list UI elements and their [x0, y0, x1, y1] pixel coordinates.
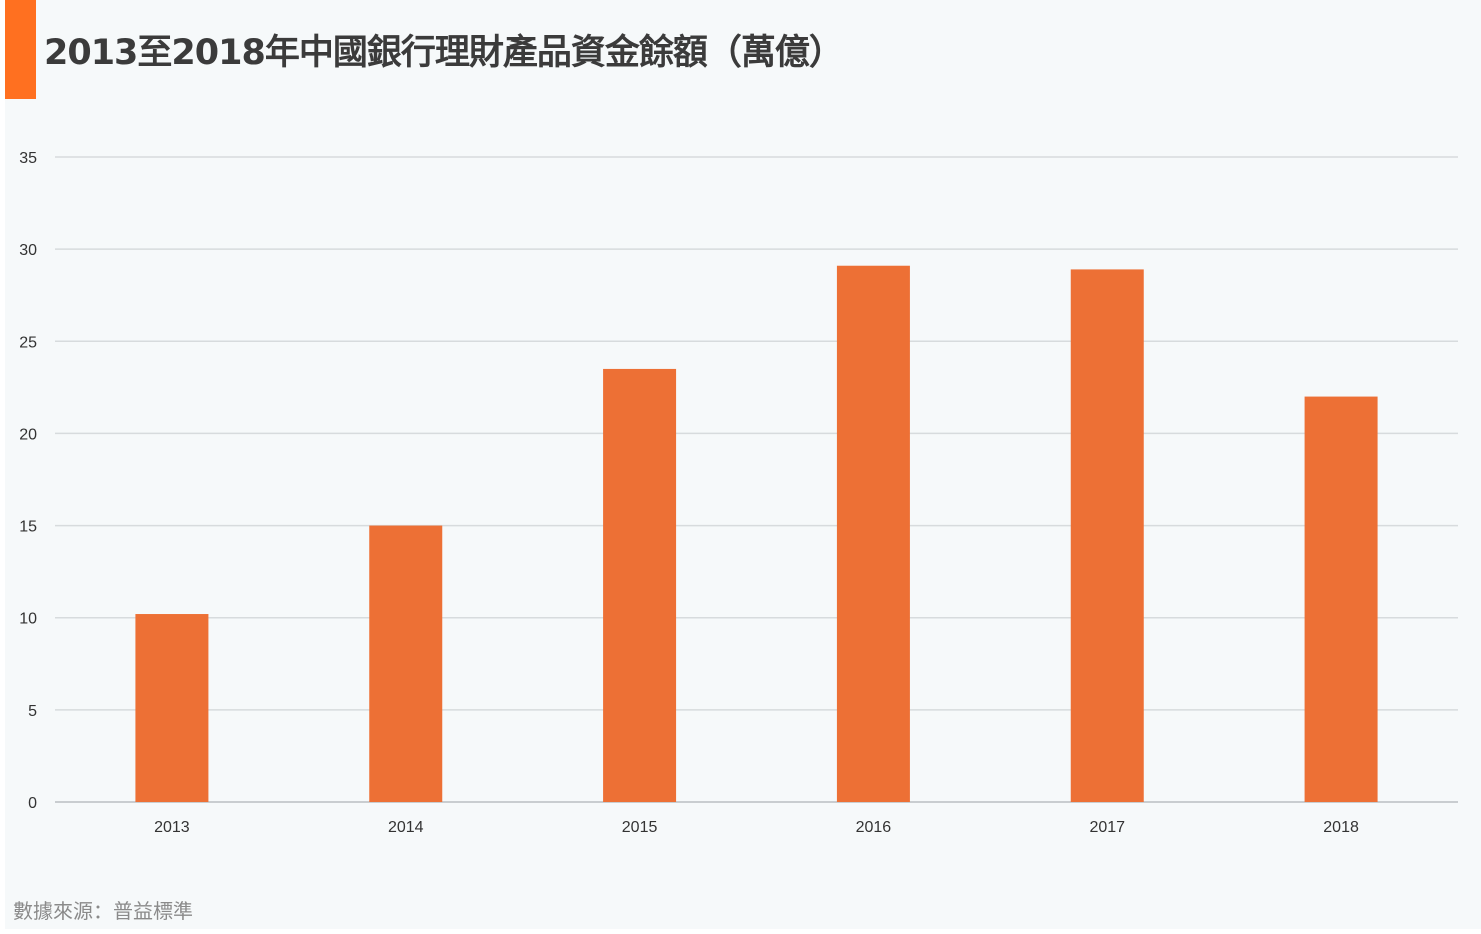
- bar-2013: [135, 614, 209, 802]
- x-tick-label: 2014: [388, 819, 424, 836]
- y-tick-label: 5: [28, 703, 37, 720]
- gridlines: [55, 156, 1458, 803]
- bar-2018: [1304, 396, 1378, 802]
- y-tick-label: 20: [19, 426, 37, 443]
- title-accent-bar: [5, 0, 36, 99]
- chart-background: [5, 0, 1481, 929]
- chart-title: 2013至2018年中國銀行理財產品資金餘額（萬億）: [44, 33, 844, 73]
- y-tick-label: 30: [19, 242, 37, 259]
- x-tick-label: 2013: [154, 819, 190, 836]
- y-tick-label: 10: [19, 611, 37, 628]
- x-axis-ticks: 2013 2014 2015 2016 2017 2018: [154, 819, 1359, 836]
- x-tick-label: 2018: [1323, 819, 1359, 836]
- y-tick-label: 35: [19, 150, 37, 167]
- bar-2017: [1070, 269, 1144, 802]
- bars: [135, 265, 1378, 802]
- bar-2014: [369, 525, 443, 802]
- y-tick-label: 15: [19, 519, 37, 536]
- x-tick-label: 2015: [622, 819, 658, 836]
- x-tick-label: 2016: [856, 819, 892, 836]
- y-axis-ticks: 0 5 10 15 20 25 30 35: [19, 150, 37, 812]
- x-tick-label: 2017: [1089, 819, 1125, 836]
- data-source-note: 數據來源：普益標準: [13, 899, 193, 923]
- y-tick-label: 25: [19, 334, 37, 351]
- bar-2016: [836, 265, 910, 802]
- y-tick-label: 0: [28, 795, 37, 812]
- bar-2015: [603, 368, 677, 802]
